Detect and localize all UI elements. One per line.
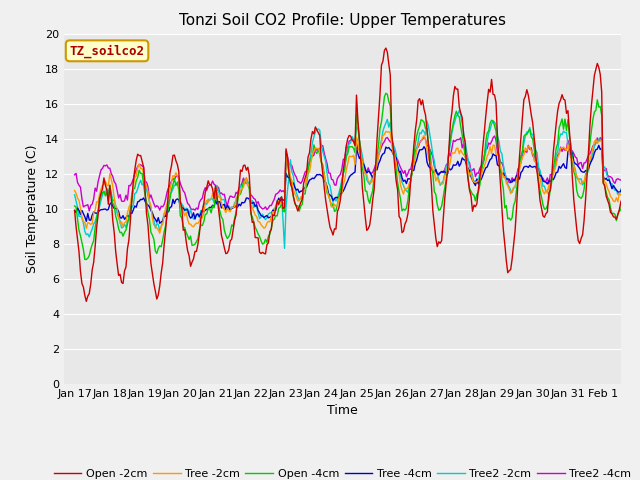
Tree2 -4cm (109, 173, 116, 179)
Tree2 -2cm (474, 177, 482, 183)
Tree -2cm (632, 171, 639, 177)
Tree2 -2cm (632, 163, 639, 168)
Open -2cm (362, 215, 369, 220)
Tree -2cm (362, 170, 369, 176)
Open -4cm (362, 188, 369, 194)
Open -2cm (382, 45, 390, 51)
Tree2 -4cm (491, 133, 499, 139)
Open -2cm (633, 179, 640, 185)
Open -4cm (92, 225, 99, 231)
Tree -4cm (473, 176, 481, 182)
Tree -4cm (633, 174, 640, 180)
Tree -2cm (633, 169, 640, 175)
Tree -2cm (382, 129, 390, 134)
Text: TZ_soilco2: TZ_soilco2 (70, 44, 145, 58)
Tree -4cm (557, 166, 564, 171)
Line: Tree2 -2cm: Tree2 -2cm (75, 110, 637, 248)
Tree -2cm (71, 188, 79, 193)
Tree2 -4cm (71, 172, 79, 178)
Tree2 -4cm (633, 163, 640, 168)
Tree2 -2cm (558, 132, 566, 137)
X-axis label: Time: Time (327, 405, 358, 418)
Line: Tree -4cm: Tree -4cm (75, 145, 637, 223)
Tree2 -4cm (558, 148, 566, 154)
Line: Open -2cm: Open -2cm (75, 48, 637, 301)
Y-axis label: Soil Temperature (C): Soil Temperature (C) (26, 144, 40, 273)
Tree -2cm (108, 176, 115, 182)
Tree2 -2cm (633, 164, 640, 170)
Tree -4cm (362, 167, 369, 172)
Open -4cm (71, 203, 79, 209)
Tree -4cm (595, 143, 603, 148)
Line: Tree -2cm: Tree -2cm (75, 132, 637, 233)
Open -4cm (109, 200, 116, 206)
Tree -4cm (632, 172, 639, 178)
Tree2 -2cm (108, 190, 115, 195)
Open -2cm (632, 180, 639, 186)
Open -2cm (109, 217, 116, 223)
Tree2 -2cm (362, 166, 369, 172)
Open -2cm (92, 244, 99, 250)
Open -4cm (474, 189, 482, 195)
Tree2 -4cm (632, 163, 639, 169)
Open -4cm (382, 90, 390, 96)
Line: Tree2 -4cm: Tree2 -4cm (75, 136, 637, 211)
Tree2 -2cm (456, 108, 463, 113)
Tree2 -4cm (92, 185, 99, 191)
Line: Open -4cm: Open -4cm (75, 93, 637, 260)
Tree -4cm (71, 208, 79, 214)
Title: Tonzi Soil CO2 Profile: Upper Temperatures: Tonzi Soil CO2 Profile: Upper Temperatur… (179, 13, 506, 28)
Tree2 -4cm (85, 208, 93, 214)
Open -4cm (558, 116, 566, 122)
Tree2 -4cm (473, 170, 481, 176)
Open -4cm (632, 175, 639, 181)
Tree -4cm (108, 200, 115, 205)
Tree -2cm (474, 178, 482, 183)
Open -2cm (71, 207, 79, 213)
Open -2cm (474, 187, 482, 192)
Open -4cm (633, 181, 640, 187)
Tree -4cm (156, 220, 164, 226)
Open -2cm (558, 92, 566, 97)
Tree2 -2cm (281, 245, 289, 251)
Tree2 -4cm (362, 170, 369, 176)
Tree -2cm (156, 230, 164, 236)
Tree2 -2cm (71, 192, 79, 198)
Tree2 -2cm (90, 221, 97, 227)
Legend: Open -2cm, Tree -2cm, Open -4cm, Tree -4cm, Tree2 -2cm, Tree2 -4cm: Open -2cm, Tree -2cm, Open -4cm, Tree -4… (49, 465, 636, 480)
Tree -4cm (90, 209, 97, 215)
Open -2cm (83, 299, 90, 304)
Tree -2cm (558, 145, 566, 151)
Tree -2cm (90, 210, 97, 216)
Open -4cm (83, 257, 90, 263)
